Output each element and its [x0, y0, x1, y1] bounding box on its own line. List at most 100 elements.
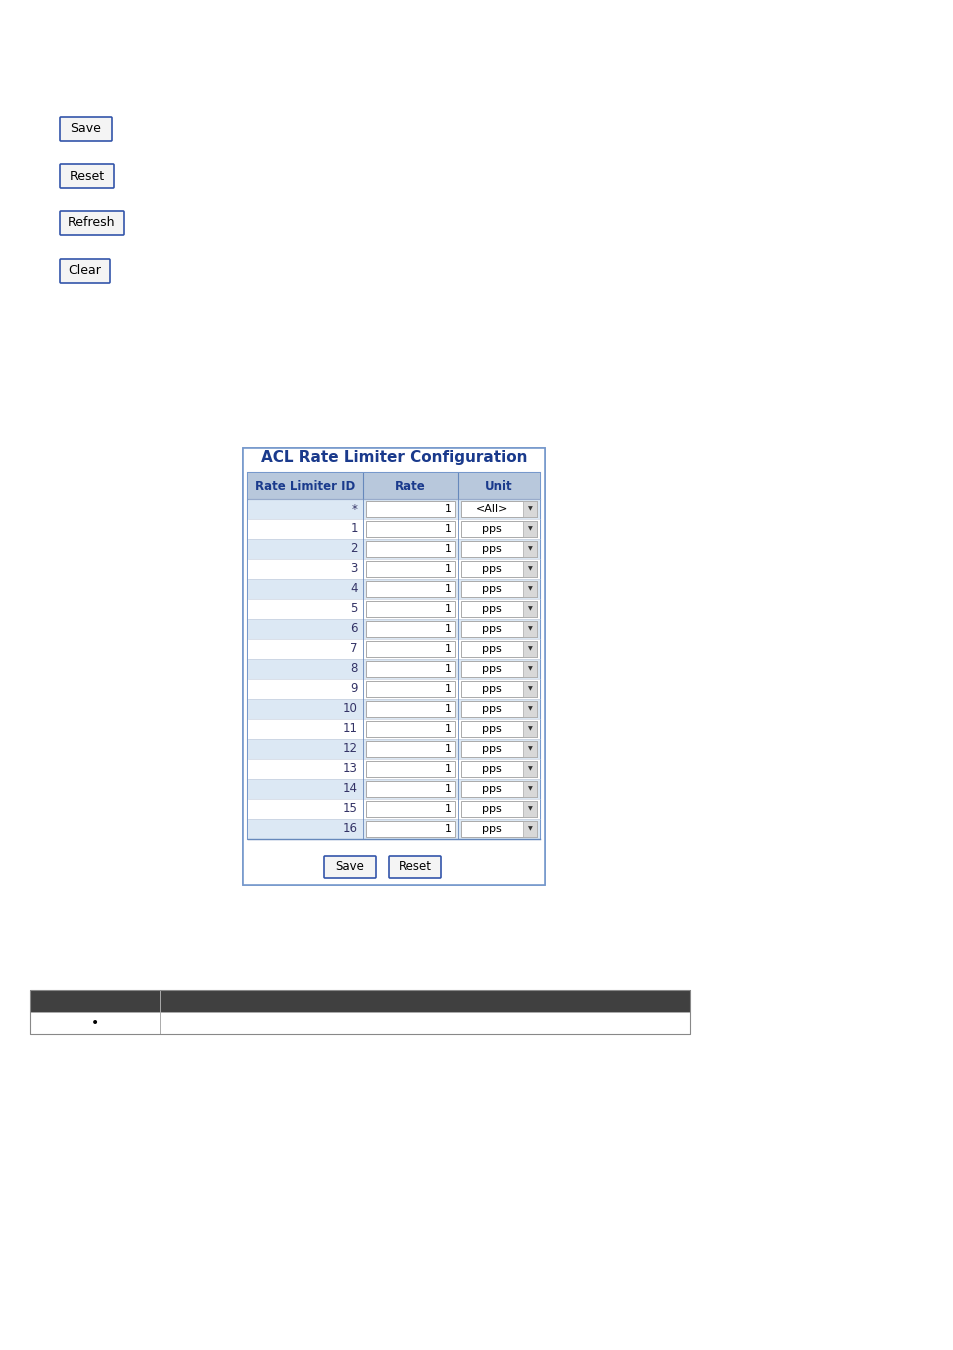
Bar [522, 541, 537, 558]
Bar [366, 662, 455, 676]
Text: Save: Save [71, 123, 101, 135]
Text: ▼: ▼ [527, 767, 532, 771]
Bar [248, 738, 539, 759]
Text: pps: pps [481, 805, 501, 814]
Text: 1: 1 [444, 544, 452, 554]
Bar [30, 1012, 689, 1034]
Text: ▼: ▼ [527, 547, 532, 552]
Text: ▼: ▼ [527, 747, 532, 752]
Text: ▼: ▼ [527, 787, 532, 791]
Text: 3: 3 [351, 563, 357, 575]
Bar [366, 621, 455, 637]
Text: 1: 1 [444, 703, 452, 714]
Bar [522, 580, 537, 597]
FancyBboxPatch shape [60, 259, 110, 284]
Text: 14: 14 [343, 783, 357, 795]
Bar [248, 759, 539, 779]
Text: 13: 13 [343, 763, 357, 775]
Text: Unit: Unit [485, 479, 513, 493]
Text: ▼: ▼ [527, 667, 532, 671]
Text: Refresh: Refresh [69, 216, 115, 230]
Text: 1: 1 [444, 585, 452, 594]
Bar [366, 761, 455, 778]
Bar [366, 782, 455, 796]
Text: pps: pps [481, 744, 501, 755]
Bar [460, 821, 537, 837]
Text: ▼: ▼ [527, 806, 532, 811]
Bar [366, 601, 455, 617]
Bar [248, 472, 539, 838]
Text: 1: 1 [444, 784, 452, 794]
Text: 6: 6 [350, 622, 357, 636]
Bar [460, 761, 537, 778]
Bar [522, 701, 537, 717]
Text: ▼: ▼ [527, 687, 532, 691]
Bar [460, 580, 537, 597]
Bar [460, 741, 537, 757]
Bar [460, 621, 537, 637]
Text: •: • [91, 1017, 99, 1030]
Text: 11: 11 [343, 722, 357, 736]
Bar [460, 562, 537, 576]
Bar [366, 641, 455, 657]
Bar [522, 761, 537, 778]
Bar [30, 990, 689, 1012]
Text: Save: Save [335, 860, 364, 873]
Text: 1: 1 [444, 824, 452, 834]
Text: pps: pps [481, 764, 501, 774]
Bar [522, 801, 537, 817]
Bar [248, 639, 539, 659]
Bar [248, 799, 539, 819]
Text: ▼: ▼ [527, 586, 532, 591]
Text: 7: 7 [350, 643, 357, 656]
Bar [460, 641, 537, 657]
Text: pps: pps [481, 824, 501, 834]
Text: pps: pps [481, 524, 501, 535]
Bar [522, 680, 537, 697]
Text: ▼: ▼ [527, 567, 532, 571]
Bar [522, 562, 537, 576]
Text: pps: pps [481, 603, 501, 614]
Text: 1: 1 [444, 724, 452, 734]
Text: 1: 1 [444, 644, 452, 653]
Bar [460, 601, 537, 617]
Text: ▼: ▼ [527, 726, 532, 732]
Text: ▼: ▼ [527, 626, 532, 632]
Bar [366, 701, 455, 717]
Bar [460, 541, 537, 558]
FancyBboxPatch shape [60, 211, 124, 235]
Bar [522, 821, 537, 837]
Text: pps: pps [481, 585, 501, 594]
Text: pps: pps [481, 664, 501, 674]
Bar [366, 501, 455, 517]
Bar [366, 821, 455, 837]
Bar [248, 559, 539, 579]
Text: pps: pps [481, 684, 501, 694]
Bar [460, 680, 537, 697]
Bar [366, 521, 455, 537]
Bar [366, 680, 455, 697]
Bar [460, 662, 537, 676]
Bar [460, 721, 537, 737]
Bar [248, 500, 539, 518]
Bar [243, 448, 544, 886]
Bar [248, 539, 539, 559]
Text: ▼: ▼ [527, 826, 532, 832]
Text: 4: 4 [350, 582, 357, 595]
Bar [366, 721, 455, 737]
Text: Clear: Clear [69, 265, 101, 278]
Bar [248, 472, 539, 499]
Bar [522, 662, 537, 676]
Text: ▼: ▼ [527, 706, 532, 711]
Text: pps: pps [481, 784, 501, 794]
Text: 1: 1 [444, 805, 452, 814]
Bar [248, 819, 539, 838]
Text: 15: 15 [343, 802, 357, 815]
Text: 1: 1 [444, 744, 452, 755]
Text: *: * [352, 502, 357, 516]
Bar [248, 518, 539, 539]
FancyBboxPatch shape [60, 163, 113, 188]
Text: 12: 12 [343, 743, 357, 756]
Text: 1: 1 [444, 524, 452, 535]
Text: 1: 1 [444, 684, 452, 694]
